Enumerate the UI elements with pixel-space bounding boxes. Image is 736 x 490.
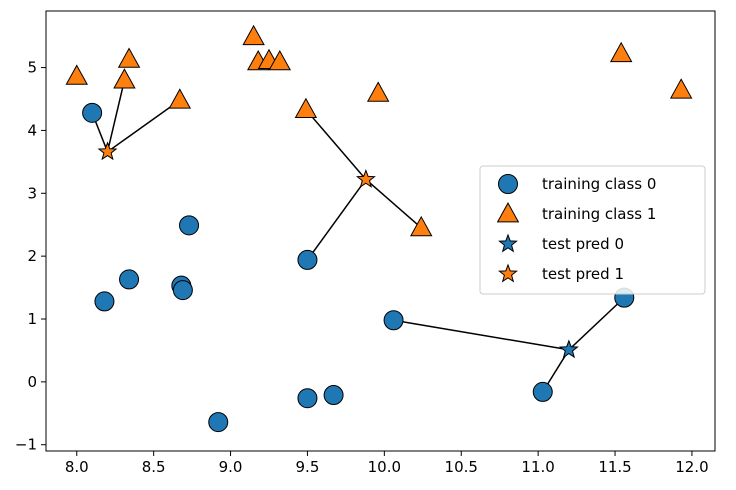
legend-star-icon [498,263,518,283]
x-tick-label: 11.0 [521,458,554,476]
class-0-point [297,388,318,409]
class-1-point [242,24,265,46]
x-tick-label: 12.0 [675,458,708,476]
neighbor-line [107,99,181,153]
x-tick-label: 8.5 [142,458,166,476]
y-tick-label: 0 [27,373,37,391]
class-1-point [609,41,633,63]
y-tick-label: 5 [27,59,37,77]
y-tick-label: 4 [27,121,37,139]
x-tick-label: 8.0 [65,458,89,476]
class-0-point [383,310,404,331]
class-1-point [268,49,291,71]
legend-label: test pred 1 [542,265,624,283]
x-tick-label: 10.0 [368,458,401,476]
neighbor-line [106,79,126,152]
neighbor-line [306,179,367,261]
legend-label: training class 0 [542,175,656,193]
x-axis-ticks: 8.0 8.5 9.0 9.5 10.0 10.5 11.0 11.5 12.0 [65,451,709,476]
class-0-point [297,249,318,270]
data-points [65,24,693,433]
y-tick-label: 1 [27,310,37,328]
class-1-point [117,47,141,68]
plot-frame [45,10,716,452]
legend-label: training class 1 [542,205,656,223]
test-pred-1-star [355,169,376,188]
class-0-point [323,385,344,406]
x-tick-label: 11.5 [598,458,631,476]
class-1-point [65,64,88,85]
legend-box [479,165,706,295]
class-0-point [172,280,193,301]
x-tick-label: 9.5 [296,458,320,476]
class-0-point [208,412,229,433]
neighbor-line [305,109,367,180]
legend-triangle-icon [496,202,520,223]
class-0-point [179,215,200,236]
class-1-point [410,215,433,237]
test-pred-0-star [558,339,579,359]
legend-star-icon [498,233,518,253]
legend-label: test pred 0 [542,235,624,253]
y-tick-label: 2 [27,247,37,265]
neighbor-line [393,319,570,351]
class-0-point [82,102,103,123]
neighbor-line [365,178,422,229]
class-1-point [366,81,390,102]
neighbor-line [568,297,625,351]
y-axis-ticks: −1 0 1 2 3 4 5 [15,59,46,454]
class-0-point [532,381,553,402]
x-tick-label: 9.0 [219,458,243,476]
legend-circle-icon [498,174,518,194]
class-1-point [113,68,136,89]
x-tick-label: 10.5 [445,458,478,476]
class-0-point [94,291,115,312]
y-tick-label: −1 [15,436,37,454]
y-tick-label: 3 [27,184,37,202]
class-1-point [168,88,192,109]
class-0-point [119,269,140,290]
class-1-point [294,97,318,119]
class-1-point [669,78,693,99]
legend: training class 0 training class 1 test pre… [479,165,706,295]
test-pred-1-star [97,141,118,161]
